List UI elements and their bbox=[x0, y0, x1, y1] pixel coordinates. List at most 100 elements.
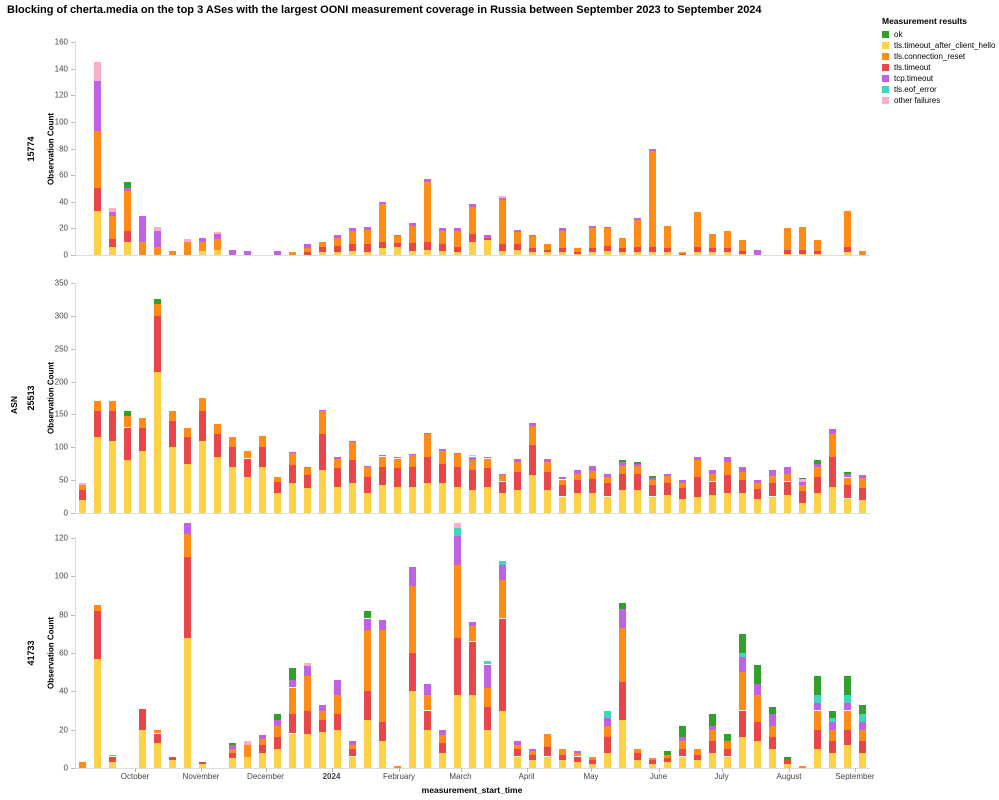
bar-segment bbox=[589, 756, 596, 761]
bar-segment bbox=[334, 458, 341, 469]
bar-segment bbox=[424, 434, 431, 458]
bar-segment bbox=[109, 401, 116, 412]
bar-segment bbox=[469, 233, 476, 242]
y-tick-label: 100 bbox=[54, 117, 68, 127]
bar-segment bbox=[529, 248, 536, 253]
bar-segment bbox=[109, 208, 116, 213]
bar-segment bbox=[829, 428, 836, 435]
bar-segment bbox=[694, 496, 701, 513]
bar-segment bbox=[244, 741, 251, 745]
bar-segment bbox=[229, 758, 236, 768]
bar-segment bbox=[739, 493, 746, 513]
bar-segment bbox=[469, 241, 476, 255]
y-tick-label: 160 bbox=[54, 37, 68, 47]
y-tick bbox=[71, 255, 75, 256]
bar-segment bbox=[124, 181, 131, 189]
bar-segment bbox=[694, 754, 701, 761]
y-axis-title: Observation Count bbox=[46, 361, 56, 435]
bar-segment bbox=[784, 228, 791, 250]
bar-segment bbox=[559, 476, 566, 480]
bar-segment bbox=[634, 760, 641, 768]
bar-segment bbox=[439, 228, 446, 232]
bar-segment bbox=[349, 741, 356, 745]
bar-segment bbox=[244, 756, 251, 768]
bar-segment bbox=[274, 725, 281, 738]
bar-segment bbox=[394, 486, 401, 513]
bar-segment bbox=[649, 484, 656, 497]
bar-segment bbox=[349, 228, 356, 232]
bar-segment bbox=[484, 240, 491, 255]
bar-segment bbox=[844, 695, 851, 703]
bar-segment bbox=[439, 735, 446, 744]
y-tick-label: 80 bbox=[59, 144, 68, 153]
bar-segment bbox=[634, 752, 641, 761]
bar-segment bbox=[664, 248, 671, 253]
bar-segment bbox=[304, 244, 311, 249]
bar-segment bbox=[334, 456, 341, 459]
legend-item-label: tcp.timeout bbox=[894, 74, 934, 83]
bar-segment bbox=[589, 225, 596, 229]
bar-segment bbox=[544, 471, 551, 490]
bar-segment bbox=[574, 253, 581, 255]
legend-item: tls.eof_error bbox=[882, 85, 999, 94]
bar-segment bbox=[769, 496, 776, 513]
bar-segment bbox=[379, 456, 386, 467]
bar-segment bbox=[574, 750, 581, 753]
bar-segment bbox=[604, 251, 611, 255]
bar-segment bbox=[334, 245, 341, 253]
bar-segment bbox=[409, 691, 416, 768]
bar-segment bbox=[544, 490, 551, 513]
bar-segment bbox=[634, 247, 641, 253]
bar-segment bbox=[709, 714, 716, 726]
bar-segment bbox=[619, 608, 626, 629]
y-tick bbox=[71, 283, 75, 284]
bar-segment bbox=[514, 244, 521, 250]
bar-segment bbox=[364, 465, 371, 467]
bar-segment bbox=[379, 630, 386, 722]
bar-segment bbox=[814, 702, 821, 711]
bar-segment bbox=[439, 251, 446, 255]
bar-segment bbox=[709, 494, 716, 513]
bar-segment bbox=[529, 235, 536, 237]
bar-segment bbox=[664, 758, 671, 763]
bar-segment bbox=[679, 498, 686, 513]
bar-segment bbox=[634, 748, 641, 753]
bar-segment bbox=[769, 475, 776, 484]
bar-segment bbox=[544, 459, 551, 462]
bar-segment bbox=[409, 243, 416, 251]
bar-segment bbox=[124, 191, 131, 231]
bar-segment bbox=[574, 756, 581, 763]
bar-segment bbox=[289, 453, 296, 465]
bar-segment bbox=[289, 714, 296, 734]
bar-segment bbox=[739, 253, 746, 255]
bar-segment bbox=[379, 201, 386, 205]
bar-segment bbox=[649, 760, 656, 765]
bar-segment bbox=[514, 232, 521, 245]
y-tick-label: 300 bbox=[54, 311, 68, 321]
bar-segment bbox=[499, 561, 506, 565]
bar-segment bbox=[214, 249, 221, 255]
bar-segment bbox=[364, 227, 371, 230]
bar-segment bbox=[649, 479, 656, 485]
bar-segment bbox=[589, 228, 596, 249]
bar-segment bbox=[499, 580, 506, 619]
bar-segment bbox=[514, 471, 521, 490]
bar-segment bbox=[589, 478, 596, 494]
bar-segment bbox=[469, 204, 476, 208]
bar-segment bbox=[604, 245, 611, 251]
bar-segment bbox=[814, 460, 821, 464]
bar-segment bbox=[199, 237, 206, 242]
bar-segment bbox=[109, 440, 116, 513]
bar-segment bbox=[664, 494, 671, 513]
bar-segment bbox=[724, 748, 731, 757]
bar-segment bbox=[679, 480, 686, 483]
x-tick bbox=[201, 768, 202, 772]
legend-item: tls.timeout_after_client_hello bbox=[882, 41, 999, 50]
bar-segment bbox=[709, 729, 716, 742]
bar-segment bbox=[184, 437, 191, 464]
legend-items: ok tls.timeout_after_client_hello tls.conn… bbox=[882, 30, 999, 105]
bar-segment bbox=[319, 411, 326, 435]
bar-segment bbox=[559, 228, 566, 232]
bar-segment bbox=[349, 483, 356, 513]
y-tick-label: 60 bbox=[59, 170, 68, 180]
